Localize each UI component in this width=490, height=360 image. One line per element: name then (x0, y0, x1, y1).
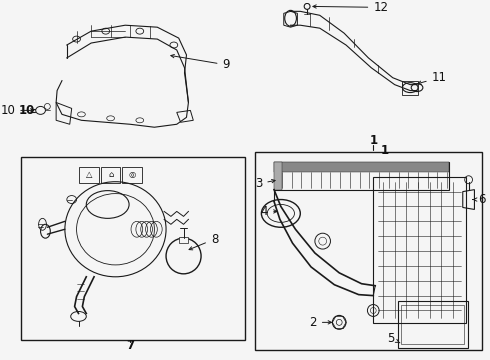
Bar (373, 177, 466, 323)
Text: ◎: ◎ (128, 170, 136, 179)
Text: 6: 6 (473, 193, 486, 206)
Text: 3: 3 (255, 177, 275, 190)
Text: 10: 10 (18, 104, 34, 117)
Bar (122, 167, 142, 183)
Bar (274, 162, 449, 190)
Bar (255, 152, 482, 350)
Bar (402, 81, 418, 95)
Bar (79, 167, 99, 183)
Bar (401, 305, 464, 344)
Text: 1: 1 (381, 144, 389, 157)
Text: 7: 7 (126, 339, 134, 352)
Bar (274, 162, 449, 172)
Bar (397, 301, 467, 348)
Text: 12: 12 (313, 1, 388, 14)
Text: 4: 4 (261, 205, 277, 218)
Text: 10: 10 (0, 104, 34, 117)
Bar (21, 157, 245, 340)
Text: 5: 5 (387, 332, 400, 345)
Text: ⌂: ⌂ (108, 170, 113, 179)
Text: 11: 11 (418, 71, 446, 84)
Bar (101, 167, 121, 183)
Text: 9: 9 (171, 54, 230, 71)
Text: 1: 1 (369, 134, 377, 147)
Text: 2: 2 (309, 316, 331, 329)
Text: △: △ (86, 170, 93, 179)
Polygon shape (274, 162, 282, 190)
Bar (179, 237, 189, 243)
Text: 8: 8 (189, 233, 218, 250)
